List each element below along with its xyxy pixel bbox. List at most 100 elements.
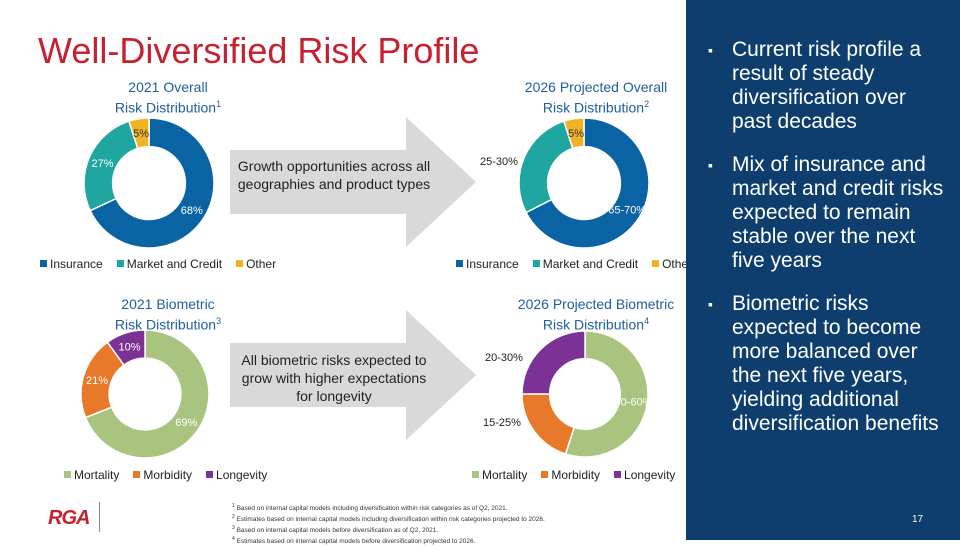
slice-label-market-and-credit: 27% bbox=[91, 158, 113, 170]
legend-swatch bbox=[116, 260, 124, 267]
footnote-number: 3 bbox=[232, 525, 235, 532]
donut-chart-2021-overall: 68% 27% 5% bbox=[83, 117, 215, 249]
donut-slice-mortality bbox=[84, 329, 210, 459]
slice-label-longevity: 10% bbox=[119, 342, 141, 354]
bullet-item: ▪ Biometric risks expected to become more… bbox=[706, 292, 946, 436]
donut-chart-2026-overall: 65-70% 5% bbox=[518, 117, 650, 249]
footnote-text: Based on internal capital models includi… bbox=[236, 505, 508, 513]
footnote-4: 4 Estimates based on internal capital mo… bbox=[232, 535, 545, 546]
donut-slice-market-and-credit bbox=[518, 120, 574, 214]
rga-logo: RGA bbox=[48, 507, 90, 529]
footnote-text: Based on internal capital models before … bbox=[236, 527, 439, 535]
legend-swatch bbox=[64, 471, 71, 478]
legend-label: Morbidity bbox=[551, 467, 601, 482]
slice-label-external: 20-30% bbox=[485, 352, 523, 364]
chart-title-line1: 2021 Overall bbox=[128, 79, 208, 95]
legend-label: Insurance bbox=[50, 256, 103, 271]
chart-title-line2: Risk Distribution bbox=[542, 316, 645, 333]
bullet-item: ▪ Mix of insurance and market and credit … bbox=[706, 153, 946, 273]
legend-label: Market and Credit bbox=[126, 256, 223, 271]
legend-item-other: Other bbox=[652, 257, 692, 271]
slice-label-external: 25-30% bbox=[480, 156, 518, 168]
bullet-text: Current risk profile a result of steady … bbox=[732, 38, 922, 133]
legend-item-market-and-credit: Market and Credit bbox=[532, 256, 639, 271]
slice-label-mortality: 69% bbox=[175, 417, 197, 429]
growth-arrow bbox=[230, 117, 476, 247]
donut-slice-longevity bbox=[106, 329, 146, 367]
donut-slice-longevity bbox=[521, 330, 586, 395]
footnote-ref: 2 bbox=[644, 99, 650, 109]
legend-swatch bbox=[133, 471, 141, 478]
footnote-ref: 3 bbox=[216, 316, 222, 326]
legend-label: Longevity bbox=[216, 467, 268, 482]
slice-label-mortality: 50-60% bbox=[615, 397, 649, 409]
legend-swatch bbox=[541, 471, 549, 478]
legend-2021-overall: Insurance Market and Credit Other bbox=[40, 256, 290, 271]
footnote-number: 4 bbox=[232, 536, 235, 543]
legend-swatch bbox=[456, 260, 463, 267]
legend-item-longevity: Longevity bbox=[614, 468, 675, 482]
donut-slice-insurance bbox=[89, 117, 215, 249]
legend-swatch bbox=[652, 260, 660, 267]
legend-item-morbidity: Morbidity bbox=[133, 468, 192, 482]
legend-label: Market and Credit bbox=[542, 256, 639, 271]
legend-label: Insurance bbox=[466, 256, 519, 271]
donut-chart-2026-biometric: 50-60% bbox=[521, 330, 649, 458]
footnote-ref: 1 bbox=[216, 99, 222, 109]
chart-title-line2: Risk Distribution bbox=[114, 99, 217, 116]
legend-2021-biometric: Mortality Morbidity Longevity bbox=[64, 467, 281, 482]
page-number: 17 bbox=[912, 514, 924, 525]
chart-title-2021-overall: 2021 Overall Risk Distribution1 bbox=[68, 79, 268, 117]
chart-title-line2: Risk Distribution bbox=[114, 316, 217, 333]
bullet-item: ▪ Current risk profile a result of steady… bbox=[706, 38, 946, 134]
legend-swatch bbox=[472, 471, 479, 478]
biometric-arrow bbox=[230, 310, 476, 440]
donut-slice-mortality bbox=[564, 330, 649, 458]
legend-2026-overall: Insurance Market and Credit Other bbox=[456, 256, 706, 271]
legend-item-other: Other bbox=[236, 257, 276, 271]
legend-label: Morbidity bbox=[143, 467, 193, 482]
legend-item-insurance: Insurance bbox=[40, 257, 103, 271]
chart-title-2026-biometric: 2026 Projected Biometric Risk Distributi… bbox=[496, 296, 696, 334]
footnote-3: 3 Based on internal capital models befor… bbox=[232, 524, 545, 535]
legend-swatch bbox=[532, 260, 540, 267]
footnote-1: 1 Based on internal capital models inclu… bbox=[232, 502, 545, 513]
legend-swatch bbox=[614, 471, 622, 478]
legend-label: Other bbox=[246, 256, 277, 271]
sidebar-panel bbox=[686, 0, 960, 540]
donut-slice-other bbox=[562, 117, 585, 150]
footnote-2: 2 Estimates based on internal capital mo… bbox=[232, 513, 545, 524]
slice-label-other: 5% bbox=[568, 128, 584, 140]
donut-chart-2021-biometric: 69% 21% 10% bbox=[80, 329, 210, 459]
sidebar-bullet-list: ▪ Current risk profile a result of steady… bbox=[706, 38, 946, 455]
slice-label-insurance: 68% bbox=[181, 205, 203, 217]
legend-swatch bbox=[236, 260, 244, 267]
chart-title-2021-biometric: 2021 Biometric Risk Distribution3 bbox=[68, 296, 268, 334]
legend-item-mortality: Mortality bbox=[64, 468, 119, 482]
chart-title-line1: 2026 Projected Overall bbox=[524, 79, 668, 95]
chart-title-line1: 2026 Projected Biometric bbox=[517, 296, 675, 312]
bullet-text: Mix of insurance and market and credit r… bbox=[732, 153, 944, 272]
bullet-text: Biometric risks expected to become more … bbox=[732, 292, 939, 435]
legend-item-morbidity: Morbidity bbox=[541, 468, 600, 482]
donut-slice-insurance bbox=[525, 117, 650, 249]
bullet-square-icon: ▪ bbox=[708, 157, 713, 173]
legend-label: Other bbox=[662, 256, 693, 271]
chart-title-2026-overall: 2026 Projected Overall Risk Distribution… bbox=[496, 79, 696, 117]
chart-title-line2: Risk Distribution bbox=[542, 99, 645, 116]
legend-2026-biometric: Mortality Morbidity Longevity bbox=[472, 467, 689, 482]
legend-item-insurance: Insurance bbox=[456, 257, 519, 271]
bullet-square-icon: ▪ bbox=[708, 296, 713, 312]
slice-label-morbidity: 21% bbox=[86, 375, 108, 387]
footnote-number: 1 bbox=[232, 503, 235, 509]
bullet-square-icon: ▪ bbox=[708, 42, 713, 58]
logo-divider bbox=[99, 502, 100, 532]
arrow-text-biometric: All biometric risks expected to grow wit… bbox=[241, 352, 427, 404]
legend-item-mortality: Mortality bbox=[472, 468, 527, 482]
page-title: Well-Diversified Risk Profile bbox=[38, 30, 480, 71]
donut-slice-other bbox=[127, 117, 150, 150]
legend-label: Longevity bbox=[624, 467, 676, 482]
slice-label-other: 5% bbox=[133, 128, 149, 140]
footnote-text: Estimates based on internal capital mode… bbox=[236, 516, 545, 524]
